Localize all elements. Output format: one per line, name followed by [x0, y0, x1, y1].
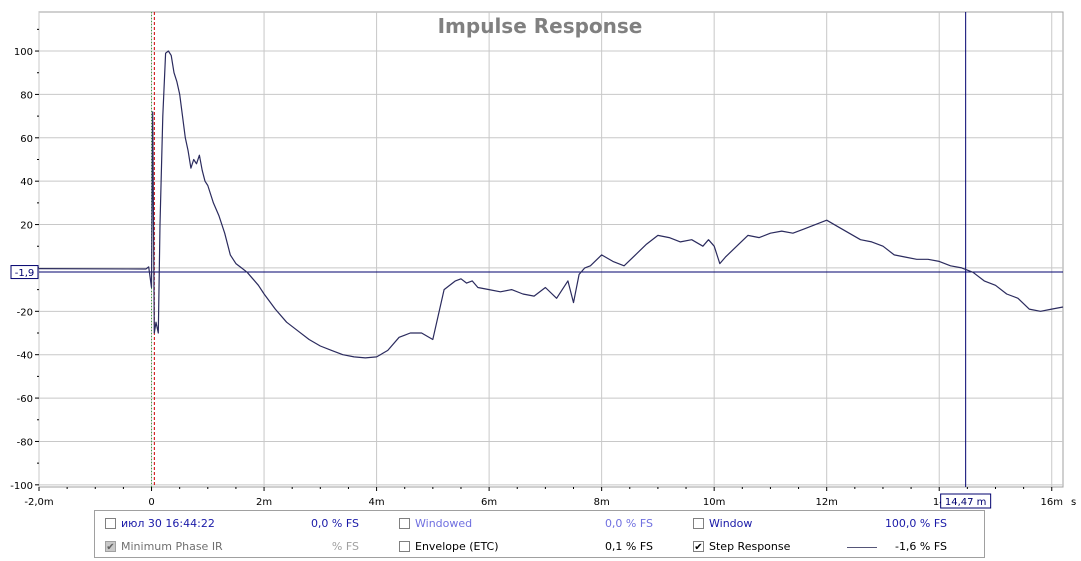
impulse-response-chart[interactable]: 100 80 60 40 20 -20 -40 -60 -80 -100 -2,0m 0 2m 4m 6m 8…: [0, 0, 1081, 510]
legend-label-envelope: Envelope (ETC): [415, 540, 499, 553]
legend-swatch-step-response: [847, 547, 877, 548]
legend-row-1: июл 30 16:44:22 0,0 % FS Windowed 0,0 % …: [95, 513, 984, 535]
value-cursor-box[interactable]: [10, 265, 39, 280]
y-tick-label: -60: [17, 394, 33, 405]
x-tick-label: 10m: [703, 497, 725, 508]
series-line-step-response: [38, 50, 1064, 359]
plot-area[interactable]: [38, 11, 1064, 488]
x-tick-label: -2,0m: [24, 497, 53, 508]
y-tick-label: -40: [17, 351, 33, 362]
checkbox-windowed[interactable]: [399, 518, 410, 529]
time-cursor-label: 14,47 m: [945, 497, 987, 508]
y-tick-label: 40: [20, 177, 33, 188]
checkbox-envelope[interactable]: [399, 541, 410, 552]
checkbox-measurement[interactable]: [105, 518, 116, 529]
legend-value-minimum-phase: % FS: [331, 540, 359, 553]
checkbox-step-response[interactable]: [693, 541, 704, 552]
x-tick-label: 2m: [256, 497, 272, 508]
legend-value-step-response: -1,6 % FS: [894, 540, 947, 553]
tick-labels: 100 80 60 40 20 -20 -40 -60 -80 -100 -2,0m 0 2m 4m 6m 8…: [10, 28, 1076, 508]
x-tick-label: 6m: [481, 497, 497, 508]
y-tick-label: 100: [14, 47, 33, 58]
x-tick-label: 0: [148, 497, 154, 508]
legend-label-minimum-phase: Minimum Phase IR: [121, 540, 223, 553]
legend-label-measurement: июл 30 16:44:22: [121, 517, 215, 530]
x-tick-label: 4m: [369, 497, 385, 508]
x-tick-label: 12m: [815, 497, 837, 508]
x-tick-label: 14: [933, 497, 946, 508]
y-tick-label: 60: [20, 134, 33, 145]
time-cursor-box[interactable]: [940, 493, 992, 509]
value-cursor-label: -1,9: [15, 268, 35, 279]
legend-value-envelope: 0,1 % FS: [604, 540, 653, 553]
legend-row-2: Minimum Phase IR % FS Envelope (ETC) 0,1…: [95, 536, 984, 558]
legend-value-window: 100,0 % FS: [884, 517, 947, 530]
legend-value-measurement: 0,0 % FS: [310, 517, 359, 530]
y-tick-label: -100: [10, 481, 33, 492]
legend-label-window: Window: [709, 517, 753, 530]
y-tick-label: -20: [17, 307, 33, 318]
x-tick-label: 8m: [594, 497, 610, 508]
y-tick-label: 80: [20, 90, 33, 101]
x-tick-label: 16m: [1041, 497, 1063, 508]
checkbox-window[interactable]: [693, 518, 704, 529]
legend-label-windowed: Windowed: [415, 517, 473, 530]
cursor-labels: -1,9 14,47 m: [10, 265, 992, 509]
legend-value-windowed: 0,0 % FS: [604, 517, 653, 530]
chart-title: Impulse Response: [438, 14, 643, 38]
legend-panel: июл 30 16:44:22 0,0 % FS Windowed 0,0 % …: [94, 510, 985, 558]
y-tick-label: -80: [17, 437, 33, 448]
checkbox-minimum-phase[interactable]: [105, 541, 116, 552]
legend-label-step-response: Step Response: [709, 540, 791, 553]
y-tick-label: 20: [20, 221, 33, 232]
series-layer: [38, 50, 1064, 359]
x-unit-label: s: [1071, 497, 1076, 508]
